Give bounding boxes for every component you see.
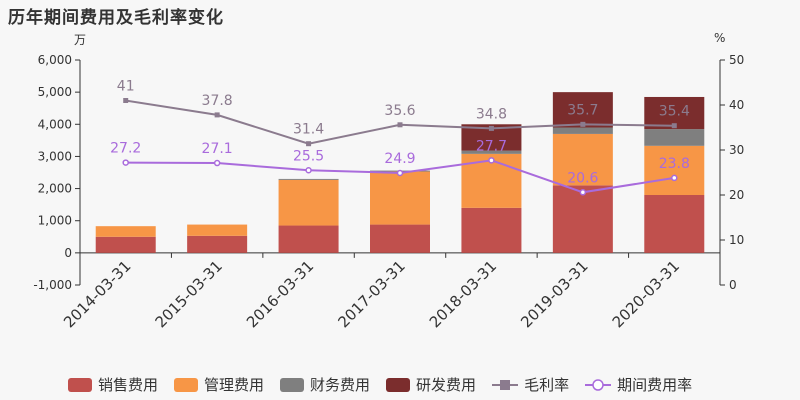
bar-segment: [552, 133, 613, 186]
line-marker: [214, 112, 220, 118]
bar-segment: [278, 178, 339, 180]
line-marker: [396, 169, 404, 177]
line-marker: [488, 157, 495, 164]
legend-line-icon: [585, 378, 612, 391]
legend-swatch-icon: [280, 377, 305, 392]
bar-segment: [552, 185, 613, 253]
data-label: 31.4: [293, 122, 324, 138]
bar-segment: [644, 145, 705, 195]
legend-label: 销售费用: [98, 376, 159, 394]
right-axis-unit: %: [714, 31, 726, 45]
bar-segment: [187, 235, 248, 253]
y-tick-label: 3,000: [38, 149, 72, 163]
legend-label: 管理费用: [204, 376, 265, 394]
bar-segment: [461, 207, 522, 253]
chart-legend: 销售费用 管理费用 财务费用 研发费用 毛利率 期间费用率: [68, 374, 692, 395]
data-label: 23.8: [659, 156, 690, 172]
bar-segment: [95, 226, 156, 237]
y-tick-label: 2,000: [38, 182, 72, 196]
y-tick-label: 1,000: [38, 214, 72, 228]
bar-segment: [370, 171, 430, 225]
line-marker: [488, 125, 494, 131]
bar-segment: [552, 127, 613, 134]
x-tick-label: 2017-03-31: [334, 257, 408, 331]
legend-swatch-icon: [68, 377, 92, 392]
data-label: 25.5: [293, 148, 324, 164]
line-marker: [579, 189, 587, 196]
x-tick-label: 2016-03-31: [243, 257, 317, 331]
legend-line-icon: [492, 379, 519, 390]
line-marker: [122, 159, 129, 166]
x-tick-label: 2014-03-31: [60, 257, 134, 331]
data-label: 34.8: [476, 106, 507, 122]
data-label: 35.7: [567, 102, 598, 118]
y-tick-label: 0: [64, 246, 72, 260]
data-label: 24.9: [384, 151, 415, 167]
line-marker: [305, 167, 312, 174]
bar-segment: [461, 150, 522, 154]
line-marker: [671, 123, 677, 129]
y-tick-label: 5,000: [38, 85, 72, 99]
bar-segment: [187, 224, 248, 236]
x-tick-label: 2018-03-31: [426, 257, 500, 331]
legend-item[interactable]: 研发费用: [386, 374, 476, 395]
bar-segment: [370, 224, 430, 253]
y2-tick-label: 30: [729, 143, 744, 157]
y2-tick-label: 40: [729, 98, 744, 112]
legend-label: 期间费用率: [617, 376, 693, 394]
data-label: 27.7: [476, 138, 507, 154]
line-marker: [671, 174, 678, 182]
data-label: 35.4: [659, 104, 690, 120]
data-label: 41: [117, 79, 135, 95]
left-axis-unit: 万: [74, 33, 87, 47]
y2-tick-label: 50: [729, 53, 744, 67]
bar-segment: [644, 195, 705, 253]
legend-swatch-icon: [386, 377, 411, 392]
legend-label: 财务费用: [310, 376, 371, 394]
bar-segment: [278, 225, 339, 253]
data-label: 35.6: [384, 103, 415, 119]
bar-segment: [95, 236, 156, 253]
bar-segment: [644, 129, 705, 146]
x-tick-label: 2020-03-31: [609, 257, 683, 331]
x-tick-label: 2015-03-31: [152, 257, 226, 331]
chart-title: 历年期间费用及毛利率变化: [8, 8, 224, 28]
line-marker: [397, 122, 403, 128]
legend-item[interactable]: 财务费用: [280, 374, 370, 395]
line-marker: [213, 159, 221, 167]
legend-item[interactable]: 毛利率: [492, 374, 569, 395]
data-label: 20.6: [567, 170, 598, 186]
data-label: 27.2: [110, 141, 141, 157]
legend-item[interactable]: 管理费用: [174, 374, 264, 395]
line-marker: [580, 121, 586, 127]
line-marker: [306, 141, 312, 147]
bar-segment: [552, 92, 613, 128]
data-label: 27.1: [202, 141, 233, 157]
data-label: 37.8: [202, 93, 233, 109]
bar-segment: [278, 179, 339, 226]
y2-tick-label: 0: [729, 278, 737, 292]
legend-label: 毛利率: [524, 376, 570, 394]
y2-tick-label: 10: [729, 233, 744, 247]
legend-item[interactable]: 销售费用: [68, 374, 158, 395]
legend-item[interactable]: 期间费用率: [585, 374, 692, 395]
y-tick-label: -1,000: [33, 278, 72, 292]
y-tick-label: 6,000: [38, 53, 72, 67]
legend-swatch-icon: [174, 377, 199, 392]
x-tick-label: 2019-03-31: [517, 257, 591, 331]
legend-label: 研发费用: [416, 376, 477, 394]
y2-tick-label: 20: [729, 188, 744, 202]
line-marker: [123, 98, 129, 103]
y-tick-label: 4,000: [38, 117, 72, 131]
